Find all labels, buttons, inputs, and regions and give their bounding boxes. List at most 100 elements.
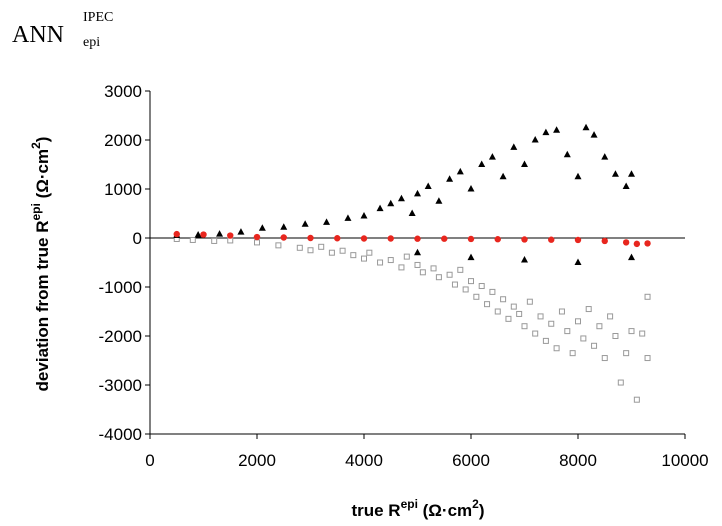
data-point — [334, 235, 341, 242]
data-point — [377, 259, 384, 266]
data-point — [403, 253, 410, 260]
data-point — [500, 296, 507, 303]
data-point — [601, 153, 609, 160]
y-axis-title-unit-pre: (Ω·cm — [33, 149, 52, 203]
data-point — [591, 342, 598, 349]
data-point — [296, 244, 303, 251]
x-tick-label: 10000 — [661, 451, 708, 470]
data-point — [397, 194, 405, 202]
data-point — [467, 235, 475, 243]
x-tick-label: 6000 — [452, 451, 490, 470]
data-point — [376, 204, 384, 212]
data-point — [585, 306, 592, 313]
data-point — [639, 330, 646, 337]
data-point — [644, 240, 651, 247]
data-point — [611, 170, 619, 177]
y-tick-label: -4000 — [99, 425, 142, 444]
data-point — [574, 236, 582, 244]
y-tick-label: -2000 — [99, 327, 142, 346]
data-point — [623, 350, 630, 357]
data-point — [484, 301, 491, 308]
data-point — [499, 172, 507, 180]
data-point — [516, 310, 523, 317]
data-point — [189, 236, 196, 243]
data-point — [408, 209, 416, 216]
data-point — [414, 235, 421, 242]
data-point — [227, 232, 234, 239]
panel-title: ANN IPEC epi — [12, 10, 113, 50]
data-point — [430, 265, 437, 272]
y-axis-title-sup: epi — [29, 203, 43, 220]
data-point — [607, 313, 614, 320]
panel-title-main: ANN — [12, 22, 64, 48]
data-point — [478, 160, 486, 167]
x-axis-title-unit-post: ) — [479, 501, 485, 520]
data-point — [451, 281, 458, 288]
data-point — [622, 182, 630, 190]
data-point — [569, 350, 576, 357]
data-point — [580, 335, 587, 342]
data-point — [521, 323, 528, 330]
data-point — [596, 323, 603, 330]
data-point — [468, 278, 474, 285]
data-point — [521, 236, 528, 243]
data-point — [467, 185, 475, 192]
data-point — [521, 256, 528, 263]
data-point — [307, 234, 314, 242]
data-point — [350, 252, 357, 259]
data-point — [462, 286, 469, 293]
data-point — [644, 355, 651, 362]
x-axis-title-unit-sup: 2 — [472, 497, 479, 511]
x-axis-title-pre: true R — [351, 501, 400, 520]
data-point — [644, 293, 651, 300]
data-point — [612, 333, 619, 339]
data-point — [456, 167, 464, 175]
data-point — [360, 235, 368, 242]
data-point — [446, 271, 453, 278]
data-point — [526, 298, 533, 305]
series-2 — [173, 230, 651, 248]
data-point — [366, 249, 373, 256]
data-point — [574, 172, 582, 180]
data-point — [563, 150, 571, 158]
data-point — [301, 220, 309, 227]
data-point — [542, 337, 549, 344]
panel-title-superscript: IPEC — [83, 10, 113, 25]
y-tick-label: -3000 — [99, 376, 142, 395]
data-point — [307, 247, 314, 254]
data-point — [553, 126, 561, 133]
data-point — [361, 255, 367, 262]
data-point — [633, 240, 641, 248]
data-point — [521, 160, 528, 167]
data-point — [200, 231, 207, 238]
y-axis-title-unit-post: ) — [33, 137, 52, 143]
data-point — [537, 313, 544, 320]
data-point — [339, 247, 346, 254]
data-point — [510, 143, 518, 150]
data-point — [488, 153, 496, 160]
y-tick-label: 0 — [133, 229, 142, 248]
data-point — [575, 318, 581, 325]
data-point — [548, 236, 555, 243]
y-tick-label: 1000 — [104, 180, 142, 199]
data-point — [467, 253, 475, 261]
data-point — [254, 239, 260, 246]
data-point — [414, 248, 421, 256]
data-point — [628, 253, 635, 261]
y-tick-label: 2000 — [104, 131, 142, 150]
data-point — [494, 236, 501, 243]
data-point — [628, 328, 635, 335]
data-point — [173, 230, 180, 238]
x-axis-title: true Repi (Ω·cm2) — [351, 497, 484, 520]
data-point — [548, 320, 555, 327]
data-point — [582, 123, 590, 131]
data-point — [275, 242, 282, 249]
panel-title-subscript: epi — [83, 35, 100, 50]
data-point — [323, 218, 331, 225]
y-tick-label: 3000 — [104, 82, 142, 101]
data-point — [435, 274, 442, 281]
data-point — [387, 199, 395, 207]
data-point — [398, 264, 405, 271]
data-point — [216, 230, 224, 237]
x-axis-title-unit-pre: (Ω·cm — [418, 501, 472, 520]
